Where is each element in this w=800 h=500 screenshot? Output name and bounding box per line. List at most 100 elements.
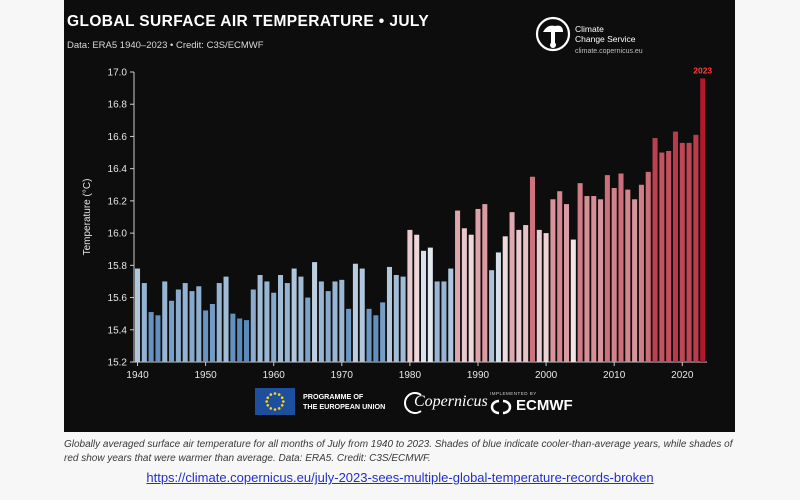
bar-1992 — [489, 270, 495, 362]
bar-1978 — [393, 275, 399, 362]
bar-2001 — [550, 199, 556, 362]
bar-1986 — [448, 268, 454, 362]
highlight-label: 2023 — [693, 65, 712, 75]
bar-1961 — [278, 275, 284, 362]
bar-1959 — [264, 281, 270, 362]
bar-1960 — [271, 292, 277, 362]
eu-programme-line2: THE EUROPEAN UNION — [303, 402, 386, 411]
bar-2006 — [584, 196, 590, 362]
logo-url: climate.copernicus.eu — [575, 48, 643, 55]
bar-1990 — [475, 208, 481, 362]
bar-1995 — [509, 212, 515, 362]
bar-1958 — [257, 275, 263, 362]
bar-1980 — [407, 229, 413, 362]
y-tick-label: 16.4 — [108, 164, 128, 175]
bar-1989 — [468, 234, 474, 362]
bar-1942 — [148, 312, 154, 362]
bar-1979 — [400, 276, 406, 362]
bar-1965 — [305, 297, 311, 362]
bar-2016 — [652, 138, 658, 362]
bar-2005 — [577, 183, 583, 362]
bar-1949 — [196, 286, 202, 362]
bar-1951 — [209, 304, 215, 362]
logo-name-line1: Climate — [575, 24, 604, 34]
y-tick-label: 16.0 — [108, 229, 128, 240]
bar-1981 — [414, 234, 420, 362]
bar-2023 — [700, 78, 706, 362]
bar-1950 — [203, 310, 209, 362]
bar-1985 — [441, 281, 447, 362]
bar-1953 — [223, 276, 229, 362]
bar-1966 — [312, 262, 318, 362]
bar-2002 — [557, 191, 563, 362]
bar-2009 — [604, 175, 610, 362]
bar-1948 — [189, 291, 195, 362]
x-tick-label: 2020 — [671, 370, 694, 381]
bar-1976 — [380, 302, 386, 362]
x-tick-label: 1940 — [126, 370, 149, 381]
y-tick-label: 16.2 — [108, 196, 128, 207]
bar-1974 — [366, 308, 372, 362]
bar-2003 — [564, 204, 570, 362]
bar-1998 — [529, 176, 535, 362]
x-tick-label: 1980 — [399, 370, 422, 381]
bar-1945 — [169, 300, 175, 362]
y-axis-label: Temperature (°C) — [82, 179, 93, 256]
y-tick-label: 15.6 — [108, 293, 128, 304]
copernicus-icon — [404, 392, 422, 414]
bar-1971 — [346, 308, 352, 362]
y-tick-label: 16.6 — [108, 132, 128, 143]
bar-1975 — [373, 315, 379, 362]
bar-1993 — [495, 252, 501, 362]
bar-1955 — [237, 318, 243, 362]
bar-1987 — [455, 210, 461, 362]
bar-1952 — [216, 283, 222, 362]
bar-2004 — [570, 239, 576, 362]
bar-1969 — [332, 281, 338, 362]
bar-2017 — [659, 152, 665, 362]
copernicus-logo-text: Copernicus — [414, 393, 488, 410]
bar-2014 — [638, 184, 644, 362]
bar-1946 — [175, 289, 181, 362]
bar-2018 — [666, 150, 672, 362]
bar-1957 — [250, 289, 256, 362]
y-tick-label: 16.8 — [108, 100, 128, 111]
bar-1997 — [523, 225, 529, 362]
bar-2019 — [672, 131, 678, 362]
source-link[interactable]: https://climate.copernicus.eu/july-2023-… — [146, 470, 654, 485]
bar-2021 — [686, 142, 692, 362]
chart-subtitle: Data: ERA5 1940–2023 • Credit: C3S/ECMWF — [67, 40, 264, 51]
partner-logos: PROGRAMME OF THE EUROPEAN UNION Copernic… — [64, 380, 735, 432]
y-tick-label: 15.8 — [108, 261, 128, 272]
bar-1991 — [482, 204, 488, 362]
bar-1940 — [135, 268, 141, 362]
bar-1972 — [352, 263, 358, 362]
x-tick-label: 1960 — [263, 370, 286, 381]
bar-1973 — [359, 268, 365, 362]
bar-1996 — [516, 229, 522, 362]
y-tick-label: 15.4 — [108, 325, 128, 336]
bar-1970 — [339, 279, 345, 362]
bar-2011 — [618, 173, 624, 362]
ecmwf-implemented-by: IMPLEMENTED BY — [490, 391, 537, 396]
eu-programme-line1: PROGRAMME OF — [303, 392, 364, 401]
x-tick-label: 1990 — [467, 370, 490, 381]
bar-2000 — [543, 233, 549, 362]
x-tick-label: 1970 — [331, 370, 354, 381]
eu-flag-icon — [255, 388, 295, 415]
bar-1983 — [427, 247, 433, 362]
climate-change-service-logo: Climate Change Service climate.copernicu… — [533, 12, 663, 62]
bar-2012 — [625, 189, 631, 362]
bar-1941 — [141, 283, 147, 362]
bar-1954 — [230, 313, 236, 362]
bar-1984 — [434, 281, 440, 362]
bar-2008 — [598, 199, 604, 362]
bar-1988 — [461, 228, 467, 362]
bar-1944 — [162, 281, 168, 362]
bar-2020 — [679, 142, 685, 362]
bar-1963 — [291, 268, 297, 362]
figure-caption: Globally averaged surface air temperatur… — [64, 439, 733, 464]
bar-1967 — [318, 281, 324, 362]
climate-change-service-icon — [535, 16, 571, 52]
bar-1982 — [421, 250, 427, 362]
